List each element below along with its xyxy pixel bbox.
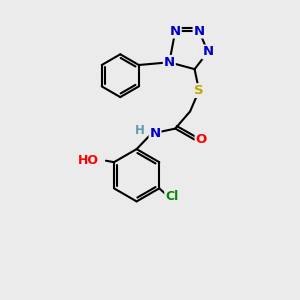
Text: N: N [149,127,161,140]
Text: N: N [202,45,214,58]
Text: S: S [194,84,204,97]
Text: H: H [135,124,145,136]
Text: Cl: Cl [165,190,178,202]
Text: N: N [194,25,205,38]
Text: N: N [164,56,175,69]
Text: O: O [196,133,207,146]
Text: HO: HO [78,154,99,167]
Text: N: N [170,25,181,38]
